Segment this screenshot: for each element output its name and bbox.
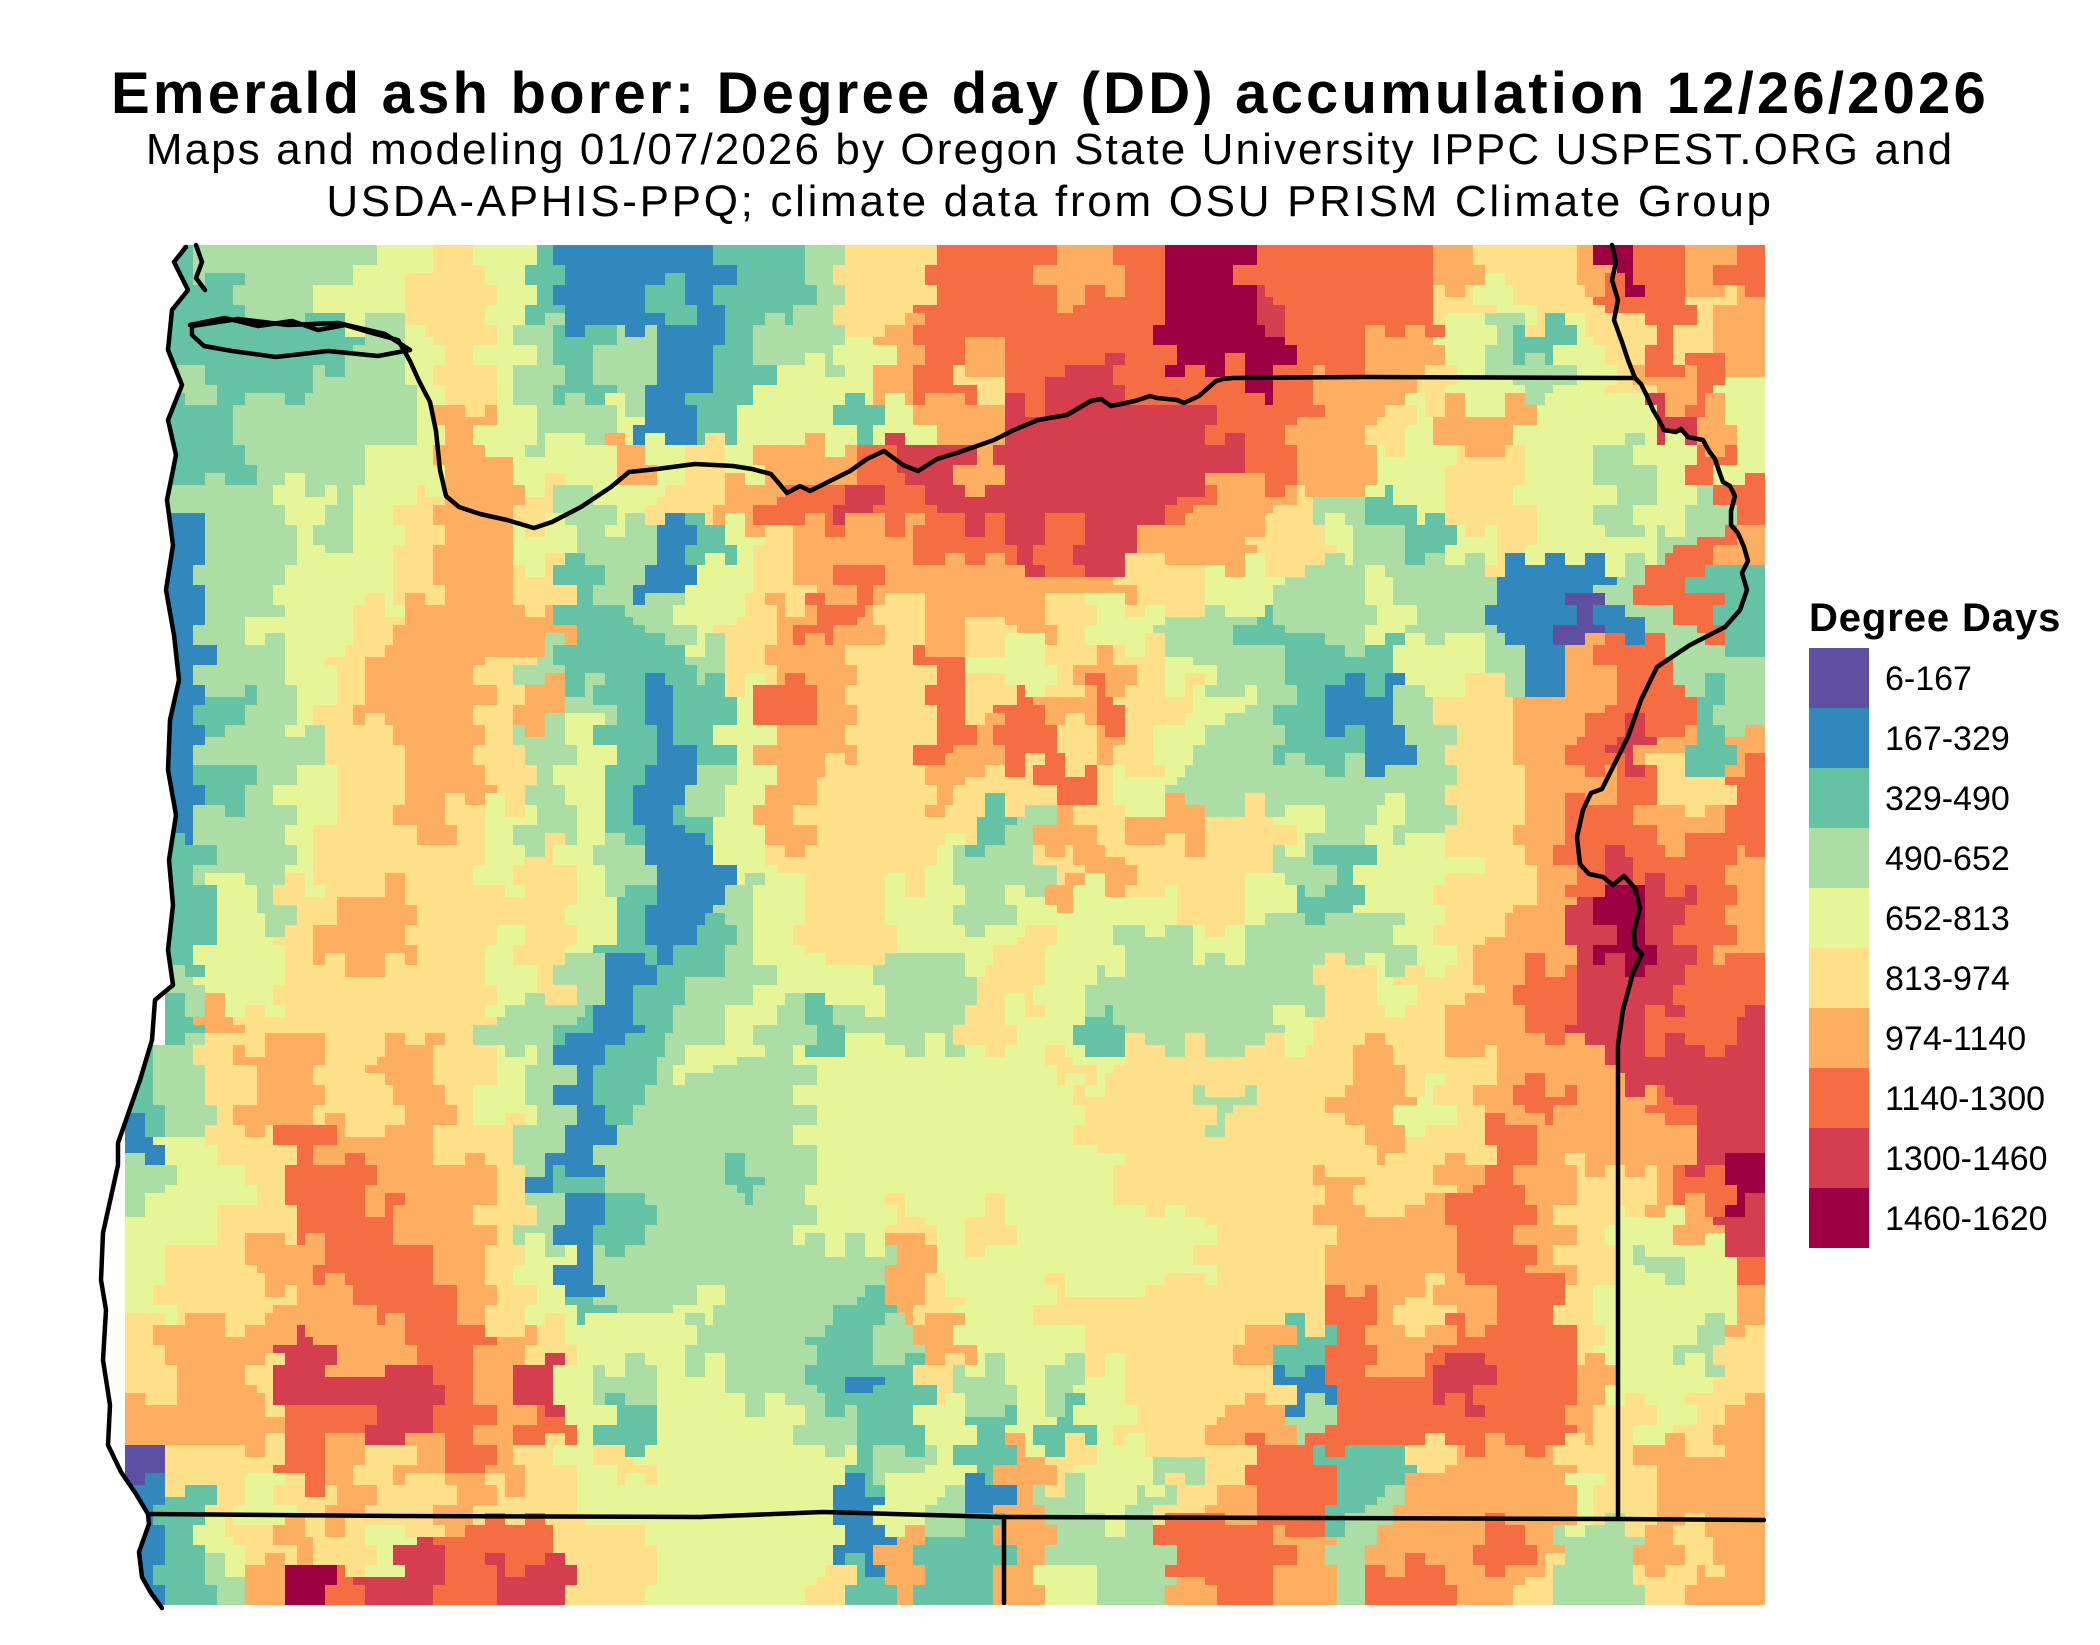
svg-text:974-1140: 974-1140	[1885, 1020, 2026, 1058]
svg-text:813-974: 813-974	[1885, 960, 2010, 998]
svg-text:1140-1300: 1140-1300	[1885, 1080, 2045, 1118]
svg-text:490-652: 490-652	[1885, 840, 2010, 878]
svg-text:6-167: 6-167	[1885, 660, 1972, 698]
svg-text:652-813: 652-813	[1885, 900, 2010, 938]
svg-text:Degree Days: Degree Days	[1809, 596, 2061, 640]
svg-text:167-329: 167-329	[1885, 720, 2010, 758]
svg-text:1460-1620: 1460-1620	[1885, 1200, 2048, 1238]
svg-text:1300-1460: 1300-1460	[1885, 1140, 2048, 1178]
svg-text:329-490: 329-490	[1885, 780, 2010, 818]
